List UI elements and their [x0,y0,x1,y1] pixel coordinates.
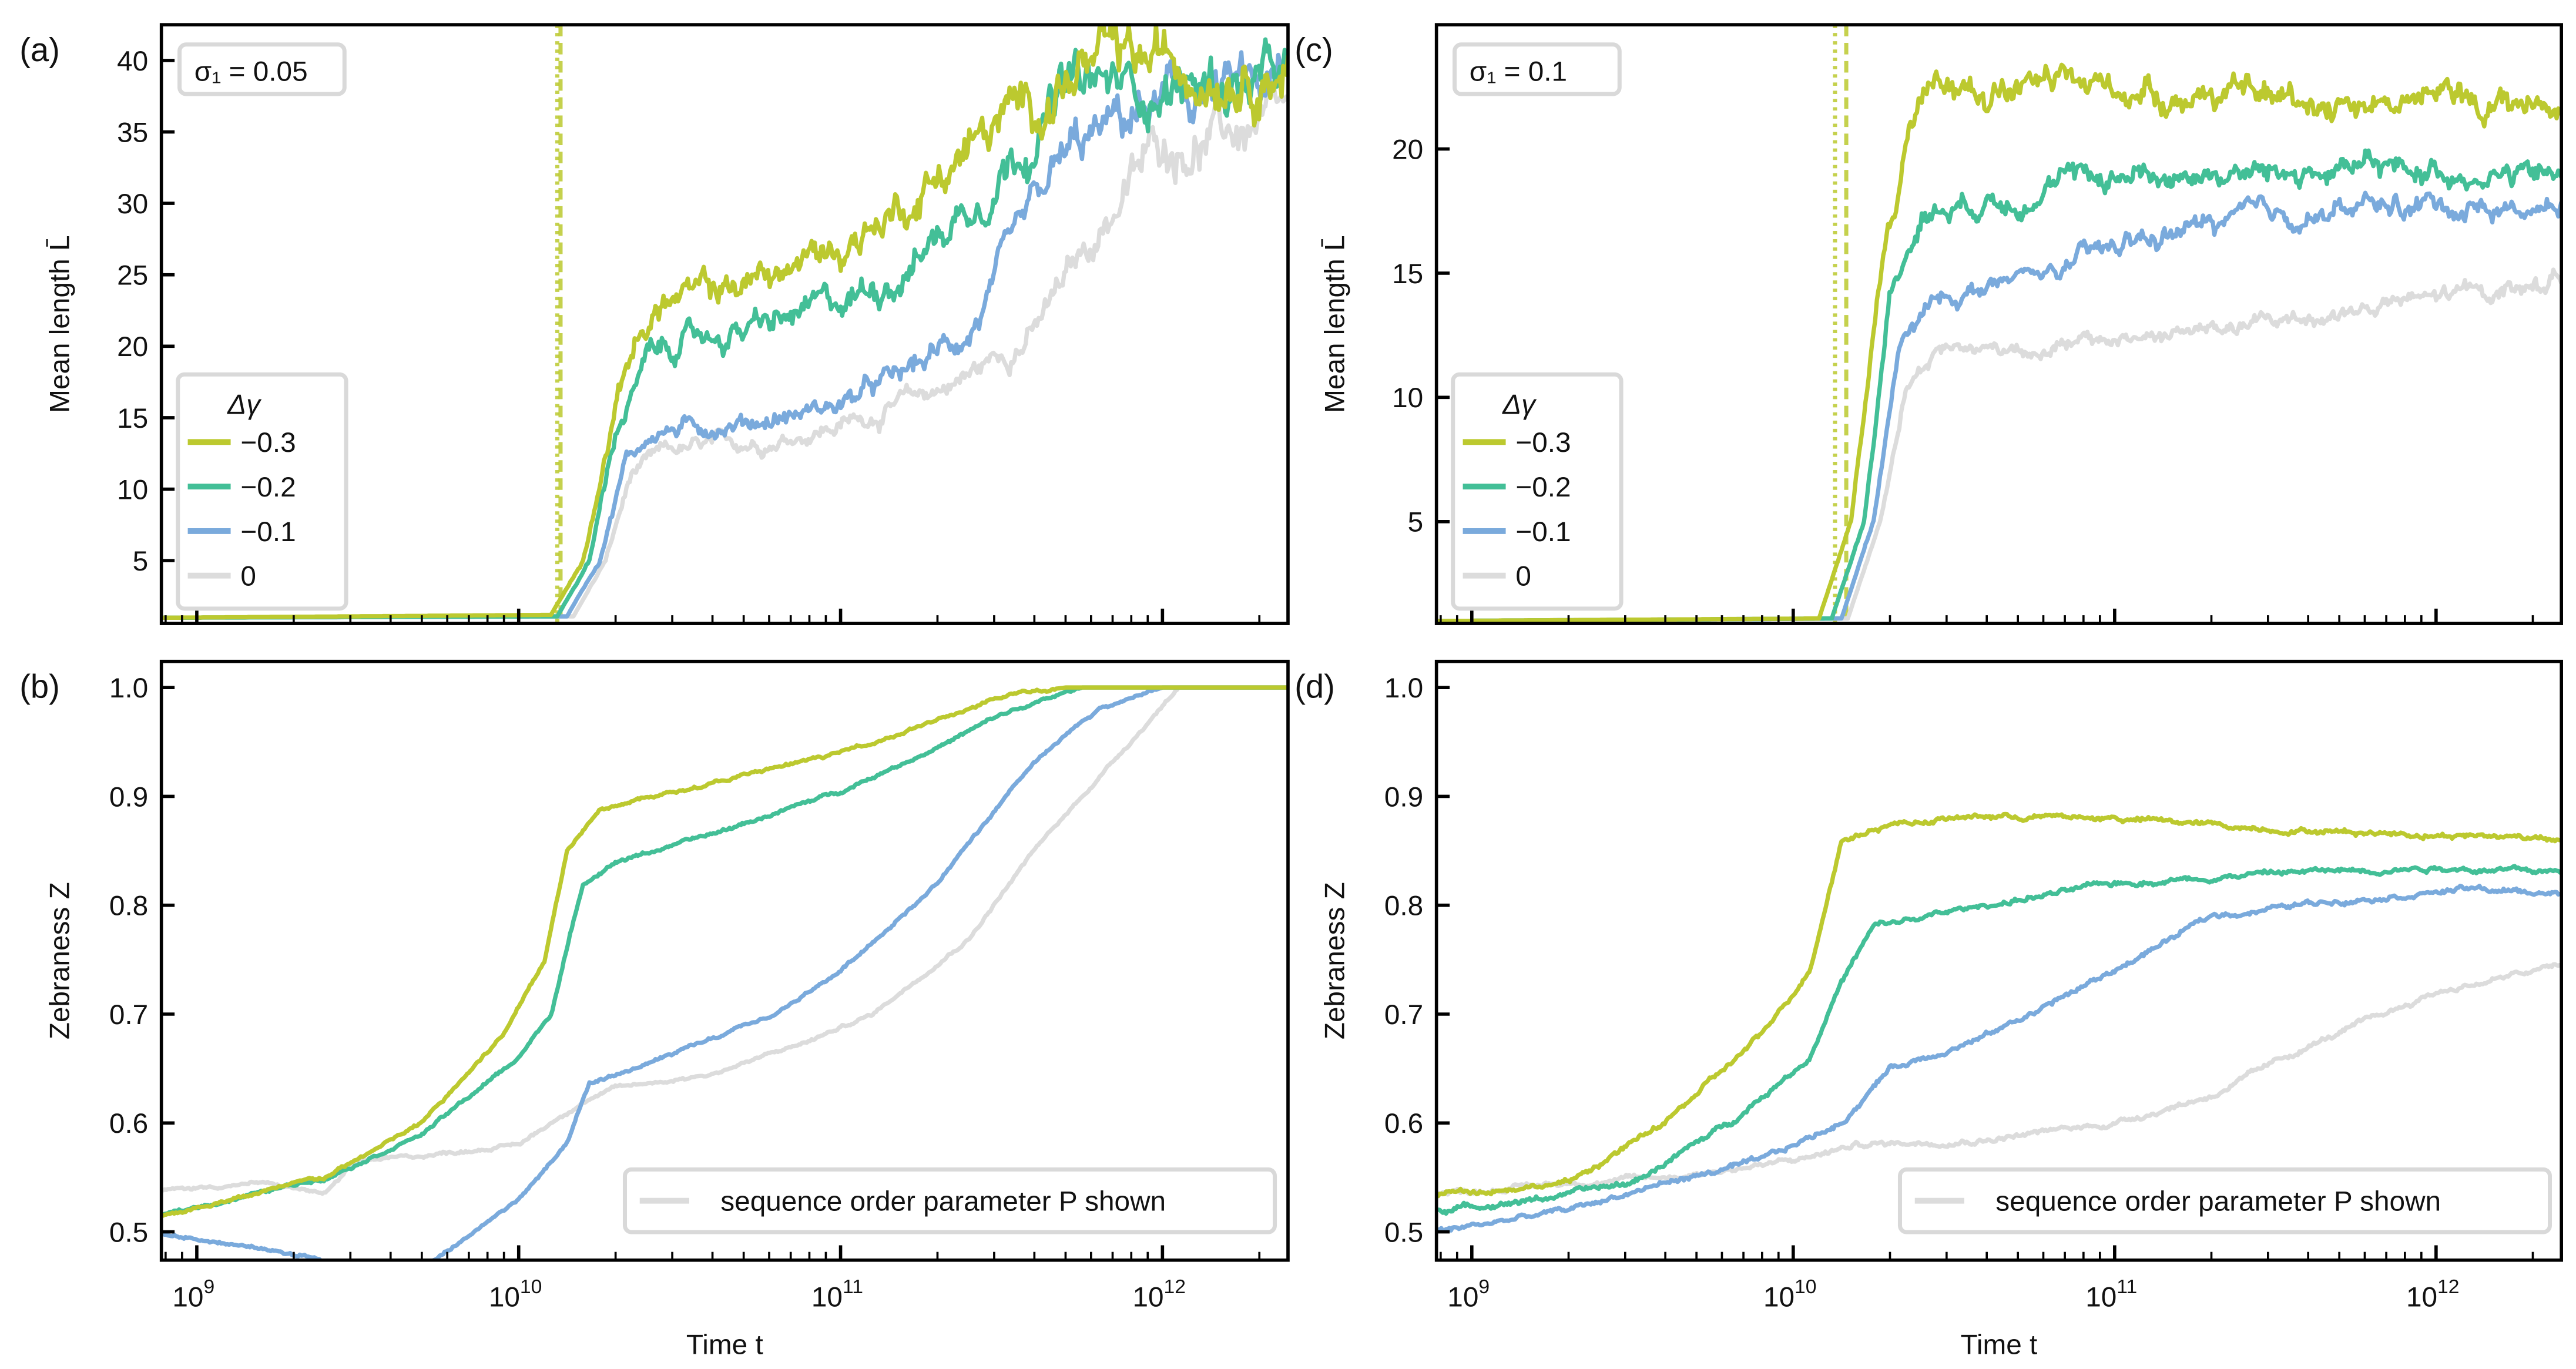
y-tick-label: 30 [117,189,148,220]
y-axis-label: Zebraness Z [1319,882,1350,1039]
legend-entry: −0.3 [240,427,296,458]
series-line--0.2 [1436,864,2562,1216]
y-tick-label: 0.8 [109,891,148,922]
legend-box [622,1167,1277,1234]
annotation-box [1453,42,1622,96]
y-tick-label: 1.0 [109,673,148,704]
y-tick-label: 1.0 [1384,673,1423,704]
series-line--0.1 [161,685,1288,1260]
series-line--0.3 [161,25,1288,620]
series-line--0.3 [1436,811,2562,1199]
legend: Δγ −0.3 −0.2 −0.1 0 [1451,372,1624,611]
y-tick-label: 10 [117,474,148,505]
legend-title: Δγ [227,390,262,421]
axes-frame [159,23,1290,625]
legend-box [1897,1167,2552,1234]
sigma-annotation: σ₁ = 0.1 [1453,42,1622,96]
y-tick-label: 0.7 [1384,999,1423,1031]
series-line--0.3 [161,685,1288,1219]
series-line--0.1 [1436,884,2562,1233]
panel-b: 109 1010 1011 1012 Time t 0.5 0.6 0.7 0.8 0.9 1.0 Z… [19,659,1290,1361]
y-tick-label: 0.5 [109,1217,148,1248]
legend-box [176,372,348,611]
y-tick-label: 0.8 [1384,891,1423,922]
y-tick-label: 0.6 [1384,1108,1423,1139]
y-tick-label: 0.5 [1384,1217,1423,1248]
y-tick-label: 15 [117,403,148,434]
y-tick-label: 20 [117,331,148,363]
panel-c: 5 10 15 20 Mean length L̄ (c) σ₁ = 0.1 Δγ −0.3 −0… [1294,23,2563,625]
plot-area [161,685,1288,1260]
series-line--0.3 [1436,62,2562,623]
plot-area [1436,811,2562,1233]
y-tick-label: 40 [117,46,148,77]
y-axis-label: Mean length L̄ [44,235,75,412]
sigma-annotation: σ₁ = 0.05 [177,42,347,96]
legend: sequence order parameter P shown [622,1167,1277,1234]
y-axis-label: Mean length L̄ [1319,235,1350,412]
y-tick-label: 10 [1392,382,1423,414]
series-line--0.2 [161,685,1288,1218]
x-tick-label: 109 [172,1276,214,1313]
x-tick-label: 1010 [1763,1276,1817,1313]
legend-entry: 0 [240,561,256,592]
y-tick-label: 25 [117,260,148,291]
y-axis-label: Zebraness Z [44,882,75,1039]
plot-area [161,25,1288,624]
legend: Δγ −0.3 −0.2 −0.1 0 [176,372,348,611]
x-axis-label: Time t [1961,1330,2038,1361]
y-tick-label: 0.9 [1384,781,1423,813]
x-tick-label: 1011 [2085,1276,2137,1313]
panel-label: (b) [19,667,60,704]
x-tick-label: 1012 [1132,1276,1186,1313]
annotation-text: σ₁ = 0.05 [194,56,308,88]
y-tick-label: 15 [1392,259,1423,290]
x-tick-label: 1011 [811,1276,863,1313]
axes-frame [1434,23,2563,625]
annotation-box [177,42,347,96]
plot-area [1436,25,2562,624]
y-tick-label: 5 [133,546,149,577]
legend-entry: sequence order parameter P shown [1995,1186,2441,1217]
series-line-0 [161,685,1288,1196]
legend-entry: −0.3 [1515,427,1571,458]
x-axis-label: Time t [686,1330,763,1361]
panel-a: 5 10 15 20 25 30 35 40 Mean length L̄ (a) σ₁ = 0.0… [19,23,1290,625]
series-line-0 [1436,962,2562,1197]
annotation-text: σ₁ = 0.1 [1470,56,1567,88]
y-tick-label: 20 [1392,134,1423,165]
panel-label: (d) [1294,667,1335,704]
y-tick-label: 0.7 [109,999,148,1031]
y-tick-label: 35 [117,117,148,148]
panel-label: (c) [1294,31,1333,68]
panel-label: (a) [19,31,60,68]
panel-d: 109 1010 1011 1012 Time t 0.5 0.6 0.7 0.8 0.9 1.0 Z… [1294,659,2563,1361]
legend-box [1451,372,1624,611]
legend-entry: −0.2 [1515,472,1571,503]
legend: sequence order parameter P shown [1897,1167,2552,1234]
legend-entry: sequence order parameter P shown [720,1186,1166,1217]
x-tick-label: 1012 [2406,1276,2460,1313]
y-tick-label: 0.6 [109,1108,148,1139]
legend-entry: −0.2 [240,472,296,503]
legend-title: Δγ [1502,390,1537,421]
axes-frame [1434,659,2563,1262]
legend-entry: −0.1 [240,516,296,548]
axes-frame [159,659,1290,1262]
legend-entry: −0.1 [1515,516,1571,548]
x-tick-label: 1010 [489,1276,542,1313]
x-tick-label: 109 [1447,1276,1490,1313]
y-tick-label: 5 [1408,507,1424,538]
legend-entry: 0 [1515,561,1531,592]
y-tick-label: 0.9 [109,781,148,813]
